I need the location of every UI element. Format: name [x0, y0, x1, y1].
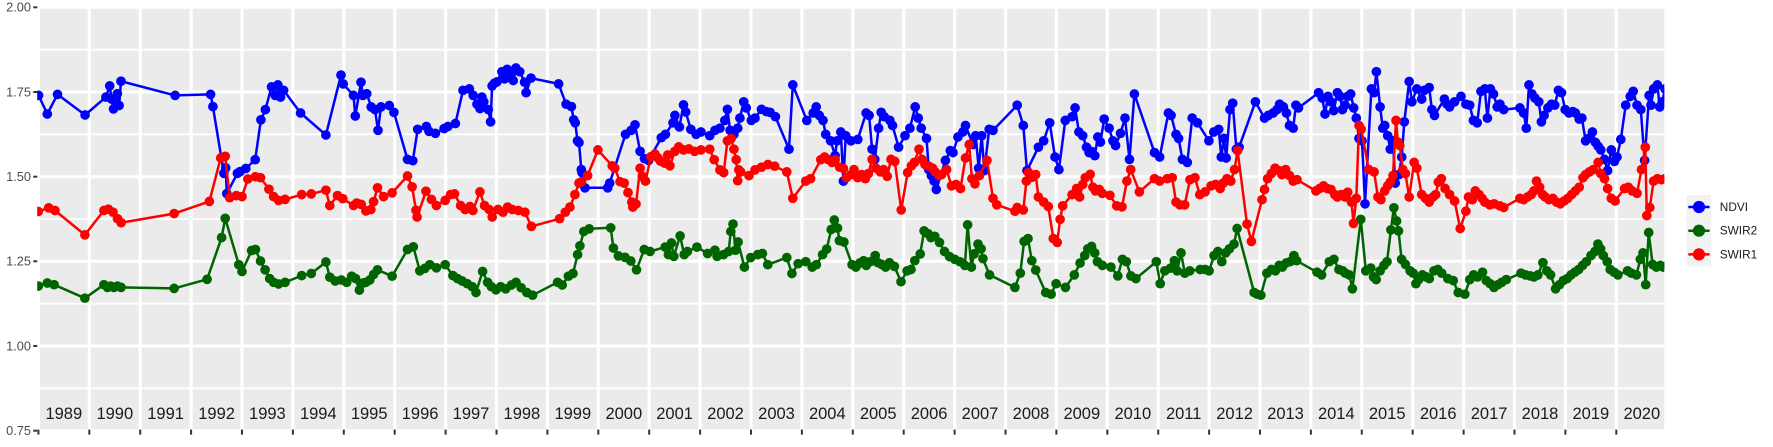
svg-text:1994: 1994 — [300, 405, 337, 423]
svg-text:0.75: 0.75 — [6, 423, 31, 438]
svg-text:SWIR2: SWIR2 — [1720, 224, 1757, 238]
svg-text:2002: 2002 — [707, 405, 744, 423]
svg-text:2012: 2012 — [1216, 405, 1253, 423]
svg-text:2020: 2020 — [1623, 405, 1660, 423]
svg-text:2010: 2010 — [1114, 405, 1151, 423]
svg-text:2001: 2001 — [656, 405, 693, 423]
svg-text:2004: 2004 — [809, 405, 846, 423]
svg-text:2005: 2005 — [860, 405, 897, 423]
svg-text:1.25: 1.25 — [6, 254, 31, 269]
svg-text:2003: 2003 — [758, 405, 795, 423]
svg-text:SWIR1: SWIR1 — [1720, 247, 1757, 261]
svg-text:1999: 1999 — [554, 405, 591, 423]
svg-text:1995: 1995 — [351, 405, 388, 423]
svg-text:1989: 1989 — [45, 405, 82, 423]
svg-text:2006: 2006 — [911, 405, 948, 423]
svg-text:2019: 2019 — [1572, 405, 1609, 423]
svg-text:2008: 2008 — [1013, 405, 1050, 423]
svg-text:2007: 2007 — [962, 405, 999, 423]
svg-text:2.00: 2.00 — [6, 0, 31, 15]
svg-text:1998: 1998 — [504, 405, 541, 423]
svg-text:1993: 1993 — [249, 405, 286, 423]
svg-text:1991: 1991 — [147, 405, 184, 423]
svg-text:2009: 2009 — [1063, 405, 1100, 423]
svg-text:1.00: 1.00 — [6, 338, 31, 353]
svg-text:2000: 2000 — [605, 405, 642, 423]
svg-text:1.50: 1.50 — [6, 169, 31, 184]
svg-text:2017: 2017 — [1471, 405, 1508, 423]
svg-text:2014: 2014 — [1318, 405, 1355, 423]
svg-text:2011: 2011 — [1166, 405, 1201, 423]
svg-text:1.75: 1.75 — [6, 84, 31, 99]
svg-text:1992: 1992 — [198, 405, 235, 423]
svg-text:2013: 2013 — [1267, 405, 1304, 423]
svg-text:1990: 1990 — [96, 405, 133, 423]
svg-text:2015: 2015 — [1369, 405, 1406, 423]
svg-text:1996: 1996 — [402, 405, 439, 423]
svg-text:2018: 2018 — [1522, 405, 1559, 423]
svg-text:1997: 1997 — [453, 405, 490, 423]
svg-text:NDVI: NDVI — [1720, 200, 1748, 214]
svg-text:2016: 2016 — [1420, 405, 1457, 423]
